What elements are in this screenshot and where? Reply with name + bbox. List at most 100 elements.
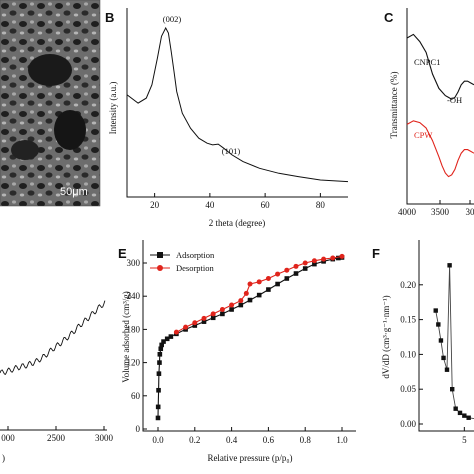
panel-f-xticks: 5 (462, 427, 467, 445)
panel-e-adsorption-point (155, 404, 161, 410)
panel-e-desorption-point (330, 255, 336, 261)
panel-e-desorption-point (201, 315, 207, 321)
panel-f-ylabel: dV/dD (cm³·g⁻¹·nm⁻¹) (381, 295, 391, 378)
panel-f-point (466, 415, 471, 420)
panel-e-xtick-label: 0.8 (300, 435, 312, 445)
panel-b-xtick-label: 60 (261, 200, 271, 210)
legend-desorption: Desorption (176, 263, 215, 273)
panel-e: E Volume adsorbed (cm³/g) Relative press… (118, 240, 356, 463)
panel-b-xrd-line (126, 26, 349, 183)
panel-e-desorption-point (192, 320, 198, 326)
panel-e-adsorption-point (256, 292, 262, 298)
panel-f-point (433, 308, 438, 313)
panel-e-adsorption-point (156, 371, 162, 376)
panel-f-point (436, 322, 441, 327)
panel-d-xtick-label: 2500 (47, 433, 66, 443)
panel-d-xticks: 000 2500 3000 (1, 426, 114, 443)
panel-b: B Intensity (a.u.) 2 theta (degree) 20 40… (105, 8, 349, 228)
panel-f-point (438, 338, 444, 343)
panel-c-xtick-label: 3500 (431, 207, 450, 217)
panel-e-xtick-label: 1.0 (336, 435, 348, 445)
panel-e-desorption-point (284, 267, 290, 273)
panel-e-xtick-label: 0.4 (226, 435, 238, 445)
panel-b-xtick-label: 40 (205, 200, 215, 210)
panel-f-point (450, 387, 455, 392)
panel-f-letter: F (372, 246, 380, 261)
panel-b-peak-101: (101) (222, 146, 241, 156)
panel-f-point (462, 413, 467, 418)
panel-e-adsorption-point (158, 346, 164, 352)
panel-e-desorption-point (173, 329, 179, 335)
panel-e-adsorption-point (284, 276, 290, 281)
panel-e-adsorption-point (302, 266, 308, 271)
panel-e-desorption-point (275, 271, 281, 277)
panel-c-cpw-label: CPW (414, 130, 432, 140)
panel-c-cnpc1-line (406, 33, 474, 100)
panel-d-xtick-label: 3000 (95, 433, 114, 443)
panel-b-xlabel: 2 theta (degree) (209, 218, 265, 228)
panel-b-xticks: 20 40 60 80 (150, 193, 325, 210)
panel-e-desorption-point (256, 279, 262, 285)
panel-e-ytick-label: 180 (127, 324, 141, 334)
panel-f-points (433, 263, 471, 420)
panel-e-xtick-label: 0.0 (152, 435, 164, 445)
panel-e-xticks: 0.0 0.2 0.4 0.6 0.8 1.0 (152, 427, 348, 445)
panel-e-adsorption-point (157, 360, 162, 365)
panel-e-adsorption-point (157, 352, 163, 357)
panel-e-adsorption-point (155, 415, 161, 421)
panel-f: F dV/dD (cm³·g⁻¹·nm⁻¹) 0.000.050.100.150… (372, 240, 474, 445)
panel-e-adsorption-point (161, 339, 166, 344)
panel-e-frame (142, 240, 356, 432)
panel-b-xtick-label: 20 (150, 200, 160, 210)
panel-e-ytick-label: 0 (136, 424, 141, 434)
panel-c-letter: C (384, 10, 394, 25)
panel-e-ylabel: Volume adsorbed (cm³/g) (121, 291, 131, 383)
panel-e-desorption-point (311, 258, 317, 264)
sem-image (0, 0, 100, 206)
panel-e-adsorption-point (275, 281, 280, 287)
panel-e-adsorption-point (336, 255, 341, 261)
panel-e-adsorption-point (192, 323, 198, 328)
panel-e-xtick-label: 0.6 (263, 435, 275, 445)
panel-e-desorption-point (247, 281, 253, 287)
panel-e-desorption-point (243, 290, 249, 296)
panel-f-point (453, 406, 458, 411)
panel-f-yticks: 0.00 0.05 0.10 0.15 0.20 (400, 280, 423, 429)
panel-e-desorption-point (219, 306, 225, 312)
panel-e-adsorption-point (156, 387, 161, 393)
panel-f-ytick-label: 0.10 (400, 349, 416, 359)
panel-c-xticks: 4000 3500 30 (398, 200, 474, 217)
panel-e-adsorption-point (210, 315, 216, 321)
panel-e-desorption-point (183, 324, 189, 330)
panel-e-desorption-point (321, 256, 327, 262)
panel-f-ytick-label: 0.00 (400, 419, 416, 429)
panel-e-adsorption-point (201, 319, 207, 324)
panel-e-legend: Adsorption Desorption (150, 250, 215, 273)
panel-f-ytick-label: 0.15 (400, 315, 416, 325)
panel-c: C Transmittance (%) 4000 3500 30 CNPC1 CPW… (384, 8, 474, 217)
scale-bar-label: 50μm (60, 186, 88, 198)
panel-e-desorption-point (265, 275, 271, 281)
panel-c-cpw-line (406, 120, 474, 178)
panel-e-letter: E (118, 246, 127, 261)
panel-e-adsorption-point (312, 261, 317, 267)
panel-e-adsorption-point (229, 307, 234, 312)
panel-e-xlabel: Relative pressure (p/p₀) (207, 453, 292, 463)
panel-e-adsorption-point (164, 336, 170, 342)
panel-e-adsorption-point (220, 311, 225, 317)
panel-c-xtick-label: 4000 (398, 207, 417, 217)
panel-e-desorption-point (229, 302, 235, 308)
panel-e-adsorption-point (168, 334, 174, 339)
panel-c-frame (406, 8, 474, 205)
panel-d: 000 2500 3000 ) (0, 300, 114, 463)
panel-e-adsorption-point (238, 302, 244, 308)
panel-f-ytick-label: 0.05 (400, 384, 416, 394)
panel-f-ytick-label: 0.20 (400, 280, 416, 290)
panel-b-ylabel: Intensity (a.u.) (108, 82, 118, 135)
panel-d-line (0, 300, 106, 375)
panel-e-desorption-point (210, 311, 216, 317)
panel-e-yticks: 0 60 120 180 240 300 (127, 258, 147, 434)
panel-e-desorption-point (238, 298, 244, 304)
panel-a: 50μm (0, 0, 101, 207)
